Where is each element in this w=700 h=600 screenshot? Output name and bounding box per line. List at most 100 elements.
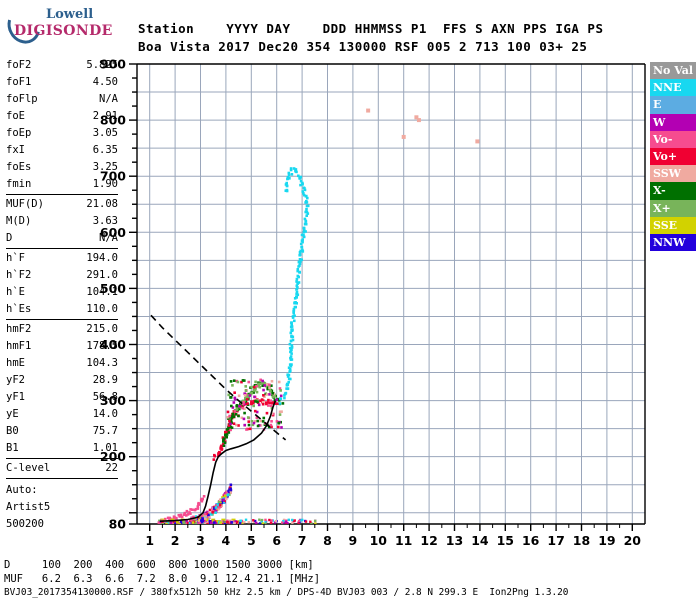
data-point — [248, 392, 252, 396]
data-point — [213, 453, 216, 457]
legend-item-vo-[interactable]: Vo- — [650, 130, 696, 148]
legend-item-w[interactable]: W — [650, 113, 696, 131]
data-point — [224, 492, 228, 495]
x-tick-label: 2 — [171, 533, 180, 548]
data-point — [227, 425, 230, 429]
data-point — [253, 519, 257, 523]
data-point — [204, 519, 207, 522]
data-point — [267, 387, 271, 390]
param-key: M(D) — [6, 215, 32, 228]
data-point — [366, 108, 371, 113]
data-point — [273, 398, 277, 402]
data-point — [286, 383, 290, 387]
data-point — [254, 399, 258, 402]
data-point — [219, 520, 223, 523]
data-point — [168, 516, 171, 520]
data-point — [290, 363, 293, 366]
data-point — [230, 426, 234, 430]
data-point — [275, 420, 279, 423]
data-point — [185, 514, 188, 517]
x-tick-label: 7 — [298, 533, 307, 548]
data-point — [276, 397, 279, 401]
data-point — [225, 521, 229, 524]
data-point — [256, 401, 260, 404]
data-point — [302, 226, 306, 230]
data-point — [204, 514, 207, 517]
data-point — [279, 397, 283, 401]
data-point — [230, 421, 233, 425]
data-point — [218, 505, 221, 509]
data-point — [264, 422, 267, 425]
data-point — [240, 403, 244, 407]
data-point — [288, 346, 292, 350]
data-point — [197, 520, 200, 523]
legend-item-nne[interactable]: NNE — [650, 79, 696, 97]
data-point — [279, 389, 282, 392]
data-point — [203, 513, 207, 517]
data-point — [207, 515, 211, 518]
data-point — [246, 402, 249, 405]
data-point — [200, 497, 204, 501]
data-point — [244, 518, 248, 521]
data-point — [171, 520, 175, 523]
data-point — [230, 521, 234, 524]
data-point — [168, 516, 171, 520]
data-point — [218, 505, 222, 508]
data-point — [222, 440, 225, 443]
legend-item-ssw[interactable]: SSW — [650, 165, 696, 183]
data-point — [219, 505, 222, 508]
data-point — [196, 521, 199, 524]
data-point — [208, 508, 212, 512]
data-point — [193, 508, 197, 512]
param-row-yf1: yF1 56.8 — [4, 389, 120, 406]
param-value: 104.1 — [86, 286, 118, 299]
data-point — [228, 520, 232, 524]
data-point — [244, 389, 248, 392]
data-point — [183, 511, 187, 515]
data-point — [302, 235, 306, 239]
data-point — [200, 519, 204, 522]
footer-muf-row: MUF 6.2 6.3 6.6 7.2 8.0 9.1 12.4 21.1 [M… — [4, 573, 321, 585]
param-value: 3.25 — [92, 161, 118, 174]
legend-item-x-[interactable]: X+ — [650, 199, 696, 217]
data-point — [241, 406, 244, 410]
legend-item-vo-[interactable]: Vo+ — [650, 147, 696, 166]
data-point — [228, 521, 232, 524]
data-point — [249, 392, 253, 396]
data-point — [182, 513, 186, 516]
data-point — [213, 454, 217, 458]
lowell-digisonde-logo: Lowell DIGISONDE — [1, 2, 118, 50]
data-point — [159, 519, 163, 523]
data-point — [224, 497, 228, 501]
param-group-4: hmF2 215.0 hmF1 178.5 hmE 104.3 yF2 28.9 yF1 56.8… — [4, 321, 120, 457]
data-point — [234, 521, 238, 524]
data-point — [266, 387, 269, 391]
legend-item-e[interactable]: E — [650, 96, 696, 114]
data-point — [223, 522, 227, 524]
data-point — [220, 522, 223, 524]
data-point — [297, 521, 300, 524]
data-point — [242, 417, 246, 421]
logo-digisonde-text: DIGISONDE — [14, 23, 113, 39]
data-point — [270, 412, 274, 416]
data-point — [195, 517, 198, 520]
data-point — [260, 398, 264, 401]
legend-item-sse[interactable]: SSE — [650, 216, 696, 234]
data-point — [298, 253, 302, 257]
data-point — [183, 520, 187, 524]
data-point — [313, 519, 317, 523]
data-point — [198, 515, 202, 519]
data-point — [218, 505, 221, 509]
data-point — [401, 134, 406, 139]
legend-item-x-[interactable]: X- — [650, 182, 696, 200]
legend-item-no-val[interactable]: No Val — [650, 62, 696, 80]
data-point — [198, 520, 202, 523]
data-point — [299, 249, 302, 253]
data-point — [250, 402, 253, 405]
data-point — [262, 388, 265, 392]
data-point — [202, 495, 206, 498]
data-point — [283, 394, 286, 397]
legend-item-nnw[interactable]: NNW — [650, 233, 696, 252]
data-point — [160, 520, 163, 523]
data-point — [298, 176, 302, 180]
